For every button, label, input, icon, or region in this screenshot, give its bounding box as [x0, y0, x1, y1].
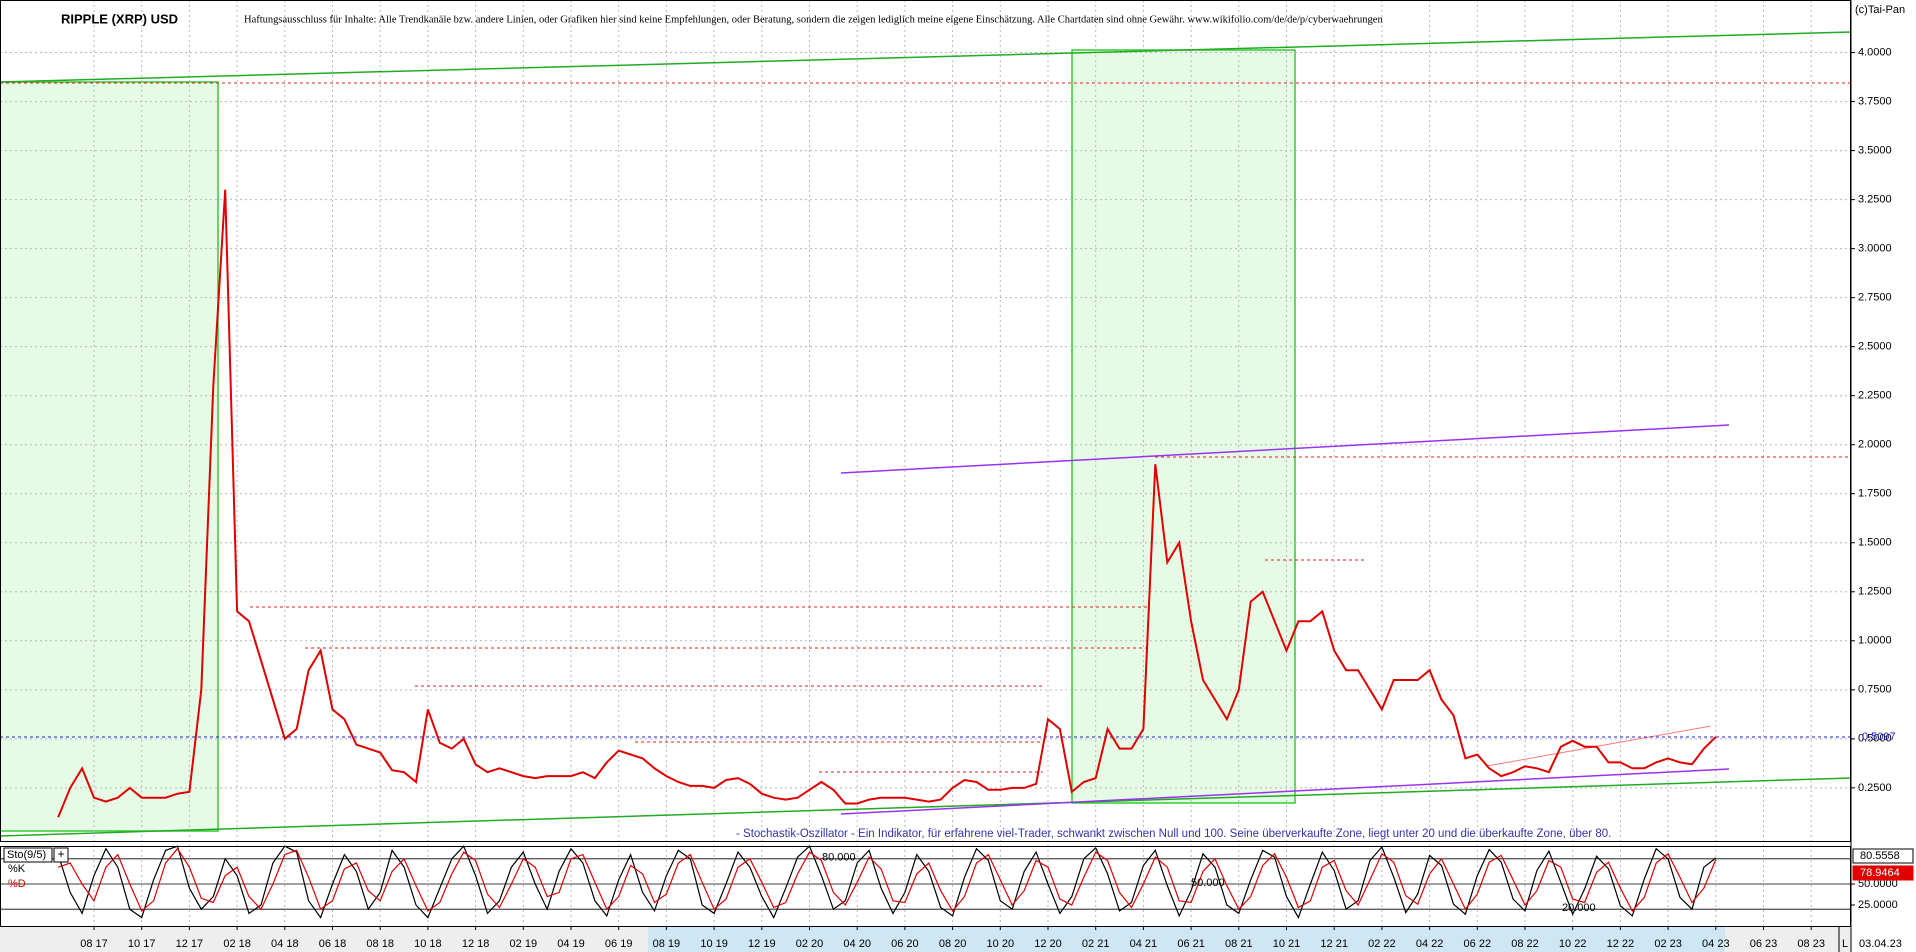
channel-line	[0, 777, 1852, 837]
x-tick-label: 10 22	[1559, 938, 1587, 950]
y-tick-label: 1.7500	[1858, 488, 1892, 500]
grid	[0, 0, 1851, 926]
x-tick-label: 08 21	[1225, 938, 1253, 950]
legend-label: %D	[8, 878, 26, 890]
x-tick-label: 02 23	[1654, 938, 1682, 950]
x-tick-label: 10 21	[1273, 938, 1301, 950]
oscillator-line	[58, 847, 1717, 912]
y-tick-label: 25.0000	[1858, 899, 1898, 911]
x-tick-label: 12 19	[748, 938, 776, 950]
x-tick-label: 12 17	[176, 938, 204, 950]
x-tick-label: 08 17	[80, 938, 108, 950]
x-tick-label: 10 20	[987, 938, 1015, 950]
x-tick-label: 04 20	[843, 938, 871, 950]
x-tick-label: 04 23	[1702, 938, 1730, 950]
channel-line	[840, 424, 1730, 474]
date-label: 03.04.23	[1859, 938, 1902, 950]
source: (c)Tai-Pan	[1855, 4, 1905, 16]
y-tick-label: 1.5000	[1858, 537, 1892, 549]
x-tick-label: 04 21	[1130, 938, 1158, 950]
x-tick-label: 02 19	[510, 938, 538, 950]
x-axis-highlight	[648, 927, 1725, 952]
x-tick-label: 02 22	[1368, 938, 1396, 950]
level-label: 20.000	[1562, 902, 1596, 914]
x-tick-label: 12 20	[1034, 938, 1062, 950]
x-tick-label: 06 22	[1464, 938, 1492, 950]
last-value-box	[1852, 848, 1914, 864]
x-tick-label: 02 20	[796, 938, 824, 950]
y-tick-label: 50.0000	[1858, 878, 1898, 890]
x-tick-label: 02 21	[1082, 938, 1110, 950]
indicator-box	[3, 847, 53, 863]
trend-lines	[0, 31, 1852, 837]
x-tick-label: 10 17	[128, 938, 156, 950]
x-tick-label: 08 18	[366, 938, 394, 950]
y-tick-label: 2.7500	[1858, 292, 1892, 304]
disclaimer: Haftungsausschluss für Inhalte: Alle Tre…	[244, 14, 1383, 25]
y-tick-label: 3.5000	[1858, 144, 1892, 156]
x-tick-label: 04 19	[557, 938, 585, 950]
last-value-label: 78.9464	[1860, 867, 1900, 879]
x-tick-label: 08 22	[1511, 938, 1539, 950]
y-tick-label: 0.7500	[1858, 684, 1892, 696]
x-tick-label: 08 23	[1797, 938, 1825, 950]
x-tick-label: 12 18	[462, 938, 490, 950]
last-value-label: 80.5558	[1860, 850, 1900, 862]
x-tick-label: 10 18	[414, 938, 442, 950]
level-label: 80.000	[822, 852, 856, 864]
y-tick-label: 3.2500	[1858, 194, 1892, 206]
add-button-icon[interactable]: +	[57, 847, 64, 861]
y-tick-label: 2.5000	[1858, 341, 1892, 353]
y-tick-label: 0.2500	[1858, 782, 1892, 794]
y-tick-label: 2.0000	[1858, 439, 1892, 451]
y-tick-label: 2.2500	[1858, 390, 1892, 402]
y-tick-label: 1.0000	[1858, 635, 1892, 647]
last-value-box	[1852, 865, 1914, 881]
indicator-title: Sto(9/5)	[7, 849, 46, 861]
y-tick-label: 3.7500	[1858, 95, 1892, 107]
x-tick-label: 06 23	[1750, 938, 1778, 950]
green-zone	[1071, 49, 1296, 804]
level-label: 50.000	[1191, 877, 1225, 889]
green-zone	[0, 81, 219, 832]
last-price-label: 0.5097	[1862, 731, 1896, 743]
x-tick-label: 02 18	[223, 938, 251, 950]
scale-label: L	[1842, 938, 1848, 950]
chart-title: RIPPLE (XRP) USD	[61, 11, 178, 26]
legend-label: %K	[8, 863, 26, 875]
y-tick-label: 4.0000	[1858, 46, 1892, 58]
highlight-zones	[0, 49, 1851, 952]
x-tick-label: 04 18	[271, 938, 299, 950]
x-tick-label: 12 22	[1607, 938, 1635, 950]
x-tick-label: 12 21	[1320, 938, 1348, 950]
x-tick-label: 06 18	[319, 938, 347, 950]
channel-line	[840, 768, 1730, 815]
x-tick-label: 06 19	[605, 938, 633, 950]
oscillator-line	[57, 845, 1717, 920]
price-line	[57, 189, 1717, 818]
y-tick-label: 1.2500	[1858, 586, 1892, 598]
x-tick-label: 04 22	[1416, 938, 1444, 950]
x-tick-label: 06 21	[1177, 938, 1205, 950]
y-tick-label: 0.5000	[1858, 733, 1892, 745]
annotation: - Stochastik-Oszillator - Ein Indikator,…	[736, 828, 1611, 840]
x-tick-label: 08 19	[653, 938, 681, 950]
x-tick-label: 06 20	[891, 938, 919, 950]
channel-line	[0, 31, 1852, 83]
x-tick-label: 10 19	[700, 938, 728, 950]
x-tick-label: 08 20	[939, 938, 967, 950]
data	[57, 189, 1717, 920]
y-tick-label: 3.0000	[1858, 243, 1892, 255]
add-button[interactable]	[53, 847, 69, 863]
trend-line	[1486, 725, 1712, 767]
